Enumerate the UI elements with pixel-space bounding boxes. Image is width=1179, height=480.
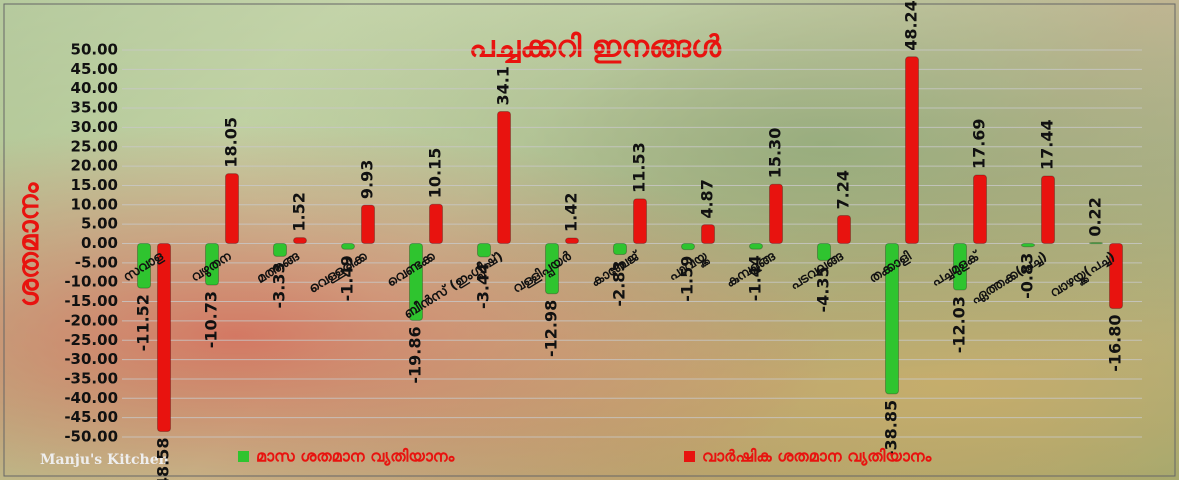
y-tick-label: -40.00 (64, 389, 118, 407)
legend-label: വാർഷിക ശതമാന വ്യതിയാനം (702, 447, 933, 467)
y-tick-label: -30.00 (64, 350, 118, 368)
value-label: 4.87 (698, 179, 717, 218)
y-tick-label: -20.00 (64, 311, 118, 329)
x-tick-label: വാഴയ്ക്ക(പച്ച) (1047, 249, 1119, 303)
x-tick-label: വള്ളിപ്പയർ (510, 248, 576, 298)
value-label: 18.05 (222, 117, 241, 168)
bar (566, 238, 579, 243)
y-tick-label: 15.00 (71, 176, 118, 194)
value-label: -48.58 (154, 438, 173, 480)
bar (342, 244, 355, 250)
y-tick-label: 0.00 (81, 234, 118, 252)
value-label: -12.98 (542, 300, 561, 357)
y-tick-label: 10.00 (71, 195, 118, 213)
bar (634, 199, 647, 244)
x-tick-label: ഏത്തക്ക(പച്ച) (969, 249, 1050, 308)
bar (1022, 244, 1035, 247)
value-label: -19.86 (406, 326, 425, 383)
value-label: -10.73 (202, 291, 221, 348)
y-tick-label: -25.00 (64, 331, 118, 349)
y-tick-label: 50.00 (71, 41, 118, 59)
y-tick-label: 35.00 (71, 99, 118, 117)
y-tick-label: -15.00 (64, 292, 118, 310)
bar (750, 244, 763, 250)
value-label: 17.44 (1038, 119, 1057, 170)
value-label: 48.24 (902, 0, 921, 51)
bar (226, 174, 239, 244)
bar (614, 244, 627, 255)
legend-swatch (238, 451, 249, 462)
chart: പച്ചക്കറി ഇനങ്ങൾ ശതമാനം Manju's Kitchen … (0, 0, 1179, 480)
y-axis-label: ശതമാനം (12, 182, 45, 308)
y-tick-label: -10.00 (64, 273, 118, 291)
bar (1042, 176, 1055, 243)
bar (974, 175, 987, 243)
y-tick-label: -5.00 (75, 253, 118, 271)
bar (498, 112, 511, 244)
legend-swatch (684, 451, 695, 462)
watermark: Manju's Kitchen (40, 452, 169, 468)
y-tick-label: 25.00 (71, 137, 118, 155)
y-tick-label: -35.00 (64, 369, 118, 387)
value-label: 10.15 (426, 148, 445, 199)
y-tick-label: -45.00 (64, 408, 118, 426)
page: പച്ചക്കറി ഇനങ്ങൾ ശതമാനം Manju's Kitchen … (0, 0, 1179, 480)
chart-title: പച്ചക്കറി ഇനങ്ങൾ (469, 30, 722, 65)
bar (682, 244, 695, 250)
frame (4, 4, 1175, 476)
value-label: 34.1 (494, 66, 513, 105)
bar (362, 205, 375, 243)
bar (1090, 243, 1103, 244)
value-label: -12.03 (950, 296, 969, 353)
value-label: 1.42 (562, 193, 581, 232)
bar (430, 204, 443, 243)
y-tick-label: 30.00 (71, 118, 118, 136)
bar (702, 225, 715, 244)
value-label: 17.69 (970, 118, 989, 169)
y-tick-label: 20.00 (71, 157, 118, 175)
y-tick-label: 40.00 (71, 79, 118, 97)
bar (158, 244, 171, 432)
value-label: 1.52 (290, 192, 309, 231)
bar (906, 57, 919, 244)
value-label: -16.80 (1106, 315, 1125, 372)
bar (294, 238, 307, 244)
legend-label: മാസ ശതമാന വ്യതിയാനം (256, 447, 456, 467)
value-label: 7.24 (834, 170, 853, 209)
y-tick-label: 45.00 (71, 60, 118, 78)
value-label: 15.30 (766, 128, 785, 179)
value-label: 11.53 (630, 142, 649, 193)
value-label: 9.93 (358, 160, 377, 199)
y-tick-label: 5.00 (81, 215, 118, 233)
bar (838, 215, 851, 243)
value-label: -11.52 (134, 294, 153, 351)
bar (770, 184, 783, 243)
y-tick-label: -50.00 (64, 428, 118, 446)
value-label: 0.22 (1086, 197, 1105, 236)
